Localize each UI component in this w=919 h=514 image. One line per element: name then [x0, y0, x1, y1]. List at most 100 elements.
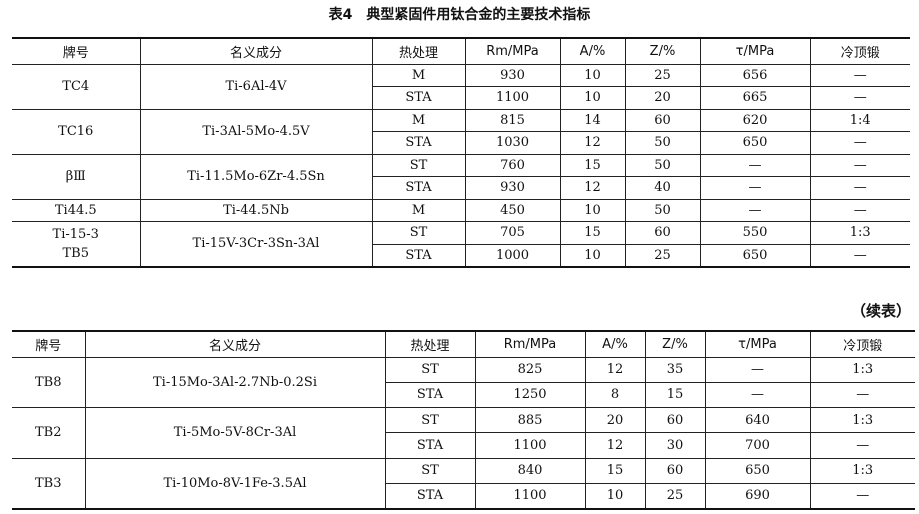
- composition-cell: Ti-6Al-4V: [139, 63, 373, 110]
- table-row: TB3 Ti-10Mo-8V-1Fe-3.5Al ST 840 15 60 650 1:3: [12, 457, 915, 510]
- value-cell: 1000: [464, 243, 561, 268]
- grade-text: TB5: [62, 245, 90, 261]
- value-cell: 840: [474, 457, 586, 484]
- value-cell: 450: [464, 198, 561, 222]
- value-cell: 60: [644, 457, 706, 484]
- composition-cell: Ti-5Mo-5V-8Cr-3Al: [84, 407, 386, 459]
- value-cell: 30: [644, 432, 706, 459]
- value-cell: 815: [464, 108, 561, 132]
- value-cell: 700: [704, 432, 811, 459]
- value-cell: —: [809, 198, 910, 222]
- header-cell: Z/%: [644, 330, 706, 358]
- grade-text: Ti-15-3: [52, 226, 99, 242]
- value-cell: 656: [699, 63, 811, 87]
- value-cell: 550: [699, 221, 811, 245]
- value-cell: ST: [371, 153, 466, 177]
- value-cell: 885: [474, 407, 586, 434]
- value-cell: —: [809, 131, 910, 155]
- value-cell: 60: [624, 221, 701, 245]
- header-cell: τ/MPa: [704, 330, 811, 358]
- value-cell: 760: [464, 153, 561, 177]
- header-cell: A/%: [584, 330, 646, 358]
- value-cell: —: [704, 356, 811, 383]
- header-cell: Rm/MPa: [464, 37, 561, 65]
- table: 牌号 名义成分 热处理 Rm/MPa A/% Z/% τ/MPa 冷顶锻 TC4 Ti-6Al-4…: [12, 37, 910, 268]
- value-cell: —: [809, 381, 915, 409]
- value-cell: 1250: [474, 381, 586, 409]
- value-cell: STA: [372, 86, 466, 110]
- value-cell: 620: [699, 108, 811, 132]
- value-cell: 1100: [464, 86, 561, 110]
- value-cell: 35: [644, 356, 706, 383]
- header-cell: Z/%: [624, 37, 701, 65]
- header-row: 牌号 名义成分 热处理 Rm/MPa A/% Z/% τ/MPa 冷顶锻: [12, 330, 915, 358]
- table-row: STA 1100 10 25 690—: [12, 482, 915, 510]
- header-row: 牌号 名义成分 热处理 Rm/MPa A/% Z/% τ/MPa 冷顶锻: [12, 37, 910, 65]
- grade-cell: Ti-15-3 TB5: [12, 221, 141, 268]
- value-cell: —: [809, 153, 910, 177]
- header-cell: τ/MPa: [699, 37, 811, 65]
- value-cell: 1100: [474, 432, 586, 459]
- table-row: βⅢ Ti-11.5Mo-6Zr-4.5Sn ST 760 15 50— —: [12, 153, 910, 200]
- table-row: Ti44.5 Ti-44.5Nb M 450 10 50— —: [12, 198, 910, 222]
- value-cell: 1:3: [809, 407, 915, 434]
- value-cell: 25: [644, 482, 706, 510]
- composition-cell: Ti-15V-3Cr-3Sn-3Al: [139, 221, 373, 268]
- table-row: TB2 Ti-5Mo-5V-8Cr-3Al ST 885 20 60 640 1:3: [12, 407, 915, 459]
- value-cell: —: [809, 243, 910, 268]
- value-cell: 1100: [474, 482, 586, 510]
- value-cell: 60: [624, 108, 701, 132]
- value-cell: STA: [385, 381, 476, 409]
- value-cell: —: [809, 86, 910, 110]
- value-cell: 20: [584, 407, 646, 434]
- value-cell: 650: [699, 131, 811, 155]
- grade-text: βⅢ: [65, 169, 86, 184]
- value-cell: 690: [704, 482, 811, 510]
- table-row: TC16 Ti-3Al-5Mo-4.5V M 815 14 60 620 1:4: [12, 108, 910, 155]
- header-cell: 热处理: [384, 330, 476, 358]
- value-cell: —: [809, 63, 910, 87]
- value-cell: 825: [474, 356, 586, 383]
- grade-cell: TB2: [12, 407, 86, 459]
- grade-text: TB8: [35, 374, 62, 390]
- value-cell: —: [699, 176, 811, 200]
- composition-cell: Ti-3Al-5Mo-4.5V: [139, 108, 373, 155]
- value-cell: 1030: [464, 131, 561, 155]
- composition-cell: Ti-15Mo-3Al-2.7Nb-0.2Si: [84, 356, 386, 409]
- table: 牌号 名义成分 热处理 Rm/MPa A/% Z/% τ/MPa 冷顶锻 TB8 Ti-15Mo-…: [12, 330, 915, 510]
- value-cell: —: [809, 432, 915, 459]
- value-cell: 50: [624, 153, 701, 177]
- value-cell: 50: [624, 131, 701, 155]
- grade-cell: Ti44.5: [12, 198, 141, 222]
- value-cell: 10: [559, 243, 626, 268]
- grade-cell: TC16: [12, 108, 141, 155]
- value-cell: M: [371, 198, 466, 222]
- value-cell: 8: [584, 381, 646, 409]
- value-cell: 1:4: [809, 108, 910, 132]
- grade-cell: βⅢ: [12, 153, 141, 200]
- value-cell: 15: [559, 153, 626, 177]
- table-title: 表4 典型紧固件用钛合金的主要技术指标: [328, 7, 591, 23]
- value-cell: STA: [385, 432, 476, 459]
- value-cell: 1:3: [809, 457, 915, 484]
- value-cell: STA: [385, 482, 476, 510]
- header-cell: A/%: [559, 37, 626, 65]
- value-cell: 12: [584, 356, 646, 383]
- value-cell: 665: [699, 86, 811, 110]
- value-cell: STA: [372, 243, 466, 268]
- value-cell: 20: [624, 86, 701, 110]
- table-row: Ti-15-3 TB5 Ti-15V-3Cr-3Sn-3Al ST 705 15 60 550…: [12, 221, 910, 268]
- header-cell: 名义成分: [84, 330, 386, 358]
- value-cell: 10: [559, 86, 626, 110]
- value-cell: M: [371, 63, 466, 87]
- header-cell: 牌号: [12, 330, 86, 358]
- value-cell: 12: [584, 432, 646, 459]
- value-cell: 14: [559, 108, 626, 132]
- continued-label: （续表）: [850, 302, 911, 320]
- value-cell: —: [809, 482, 915, 510]
- value-cell: ST: [371, 221, 466, 245]
- composition-cell: Ti-10Mo-8V-1Fe-3.5Al: [84, 457, 386, 510]
- value-cell: 60: [644, 407, 706, 434]
- grade-text: TB2: [35, 425, 62, 441]
